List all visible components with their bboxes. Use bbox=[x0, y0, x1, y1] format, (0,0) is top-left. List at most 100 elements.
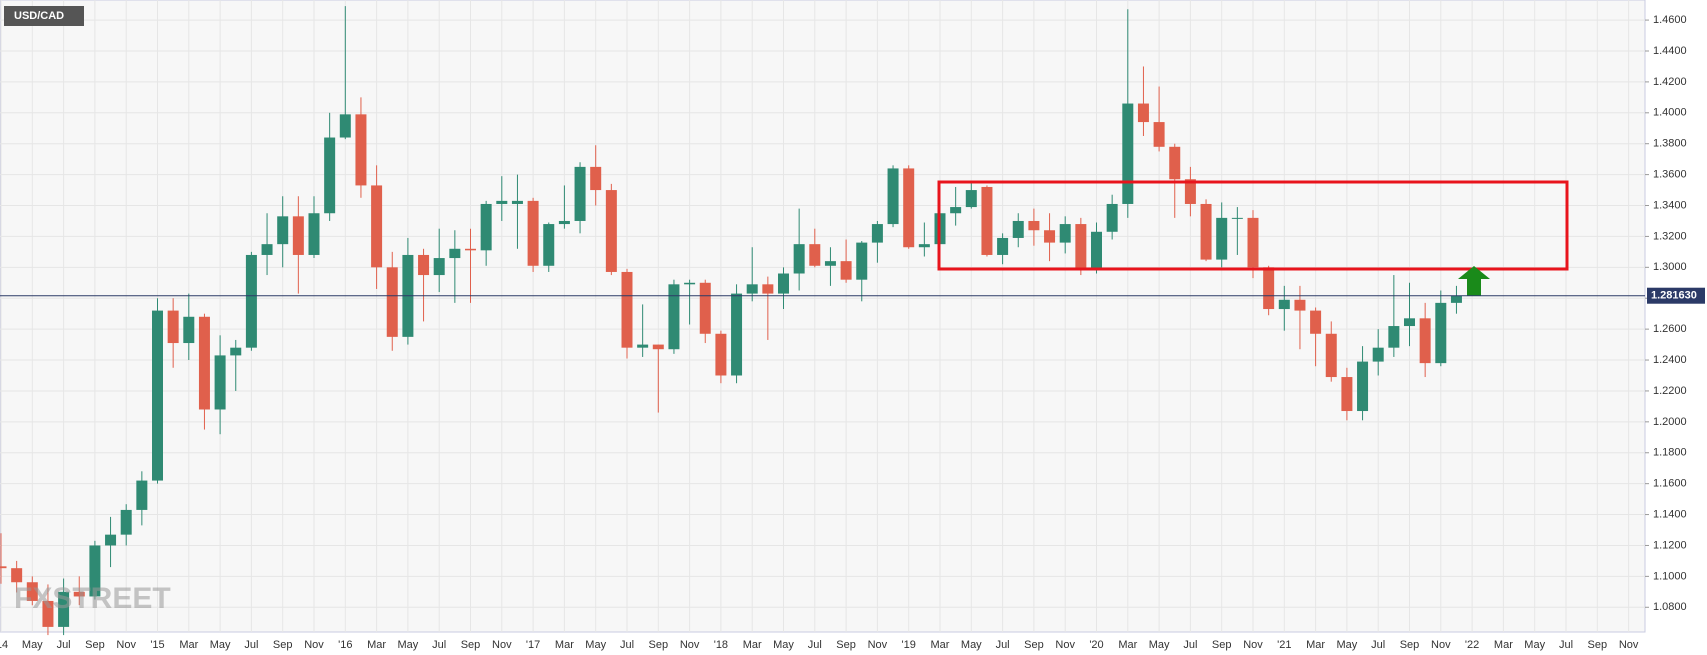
candle-body bbox=[605, 190, 617, 272]
candle-body bbox=[230, 347, 242, 356]
candle-body bbox=[339, 114, 351, 138]
candle-body bbox=[1310, 310, 1322, 334]
candle-body bbox=[668, 284, 680, 350]
x-tick-label: Mar bbox=[367, 639, 386, 651]
candle-body bbox=[120, 509, 132, 535]
y-tick-label: 1.2400 bbox=[1653, 354, 1687, 366]
candle-body bbox=[418, 254, 430, 276]
chart-title: USD/CAD bbox=[14, 10, 64, 22]
candle-body bbox=[965, 190, 977, 208]
candle-body bbox=[198, 316, 210, 410]
x-tick-label: Jul bbox=[1371, 639, 1385, 651]
y-tick-label: 1.2000 bbox=[1653, 416, 1687, 428]
candle-body bbox=[1325, 333, 1337, 378]
candle-body bbox=[105, 534, 117, 546]
x-tick-label: Mar bbox=[931, 639, 950, 651]
candle-body bbox=[1091, 231, 1102, 269]
candle-body bbox=[1059, 224, 1071, 243]
x-tick-label: May bbox=[398, 639, 419, 651]
candle-body bbox=[1247, 217, 1259, 268]
candle-body bbox=[0, 566, 7, 569]
x-tick-label: Mar bbox=[743, 639, 762, 651]
x-tick-label: Sep bbox=[649, 639, 669, 651]
x-tick-label: May bbox=[210, 639, 231, 651]
x-tick-label: Nov bbox=[1619, 639, 1639, 651]
x-tick-label: '15 bbox=[150, 639, 164, 651]
x-tick-label: Jul bbox=[57, 639, 71, 651]
candle-body bbox=[496, 200, 508, 204]
candle-body bbox=[731, 293, 743, 376]
candle-body bbox=[715, 333, 727, 376]
candle-body bbox=[1184, 179, 1196, 204]
candle-body bbox=[1231, 217, 1243, 219]
y-tick-label: 1.1000 bbox=[1653, 570, 1687, 582]
x-tick-label: '16 bbox=[338, 639, 352, 651]
candle-body bbox=[261, 244, 273, 255]
x-tick-label: Sep bbox=[273, 639, 293, 651]
candle-body bbox=[1106, 203, 1118, 232]
x-tick-label: Jul bbox=[432, 639, 446, 651]
candles bbox=[0, 6, 1462, 636]
candle-body bbox=[1075, 224, 1087, 269]
x-tick-label: Mar bbox=[1494, 639, 1513, 651]
candle-body bbox=[793, 244, 805, 274]
candle-body bbox=[981, 186, 993, 255]
last-price-box bbox=[1647, 287, 1705, 304]
x-tick-label: Nov bbox=[868, 639, 888, 651]
y-tick-label: 1.3200 bbox=[1653, 230, 1687, 242]
candle-body bbox=[809, 244, 821, 266]
candle-body bbox=[762, 284, 774, 294]
candle-body bbox=[449, 248, 461, 259]
candle-body bbox=[950, 207, 962, 214]
x-tick-label: Sep bbox=[1212, 639, 1232, 651]
x-tick-label: Mar bbox=[179, 639, 198, 651]
candle-body bbox=[1169, 146, 1181, 180]
candle-body bbox=[840, 261, 852, 280]
candle-body bbox=[355, 114, 367, 186]
x-tick-label: May bbox=[585, 639, 606, 651]
x-tick-label: '19 bbox=[902, 639, 916, 651]
x-tick-label: Sep bbox=[836, 639, 856, 651]
candle-body bbox=[277, 216, 289, 245]
y-tick-label: 1.3000 bbox=[1653, 261, 1687, 273]
candle-body bbox=[480, 203, 492, 251]
candle-body bbox=[543, 224, 555, 266]
x-tick-label: '18 bbox=[714, 639, 728, 651]
candle-body bbox=[183, 316, 195, 344]
x-tick-label: '17 bbox=[526, 639, 540, 651]
candle-body bbox=[527, 200, 539, 266]
candle-body bbox=[621, 271, 633, 348]
x-tick-label: '22 bbox=[1465, 639, 1479, 651]
y-tick-label: 1.1600 bbox=[1653, 478, 1687, 490]
candle-body bbox=[699, 282, 711, 334]
candle-body bbox=[245, 254, 257, 348]
candle-body bbox=[136, 480, 148, 510]
candle-body bbox=[1388, 326, 1400, 348]
y-tick-label: 1.4600 bbox=[1653, 14, 1687, 26]
candle-body bbox=[89, 545, 101, 597]
y-tick-label: 1.2200 bbox=[1653, 385, 1687, 397]
y-tick-label: 1.1800 bbox=[1653, 447, 1687, 459]
y-tick-label: 1.2600 bbox=[1653, 323, 1687, 335]
candle-body bbox=[1341, 377, 1353, 412]
x-tick-label: Nov bbox=[116, 639, 136, 651]
candle-body bbox=[1044, 230, 1056, 243]
candle-body bbox=[511, 200, 523, 204]
candle-body bbox=[903, 168, 915, 248]
y-tick-label: 1.4000 bbox=[1653, 107, 1687, 119]
candle-body bbox=[26, 582, 38, 601]
x-tick-label: Sep bbox=[1588, 639, 1608, 651]
x-tick-label: May bbox=[1524, 639, 1545, 651]
candle-body bbox=[73, 591, 85, 597]
x-tick-label: Jul bbox=[244, 639, 258, 651]
x-tick-label: Sep bbox=[461, 639, 481, 651]
x-tick-label: Nov bbox=[1243, 639, 1263, 651]
title-box bbox=[4, 6, 84, 26]
range-box bbox=[937, 180, 1569, 271]
last-price-label: 1.281630 bbox=[1651, 290, 1697, 302]
candle-body bbox=[558, 220, 570, 225]
candle-body bbox=[58, 591, 70, 627]
grid bbox=[0, 0, 1645, 632]
candle-body bbox=[746, 284, 758, 294]
candle-body bbox=[1419, 318, 1431, 364]
